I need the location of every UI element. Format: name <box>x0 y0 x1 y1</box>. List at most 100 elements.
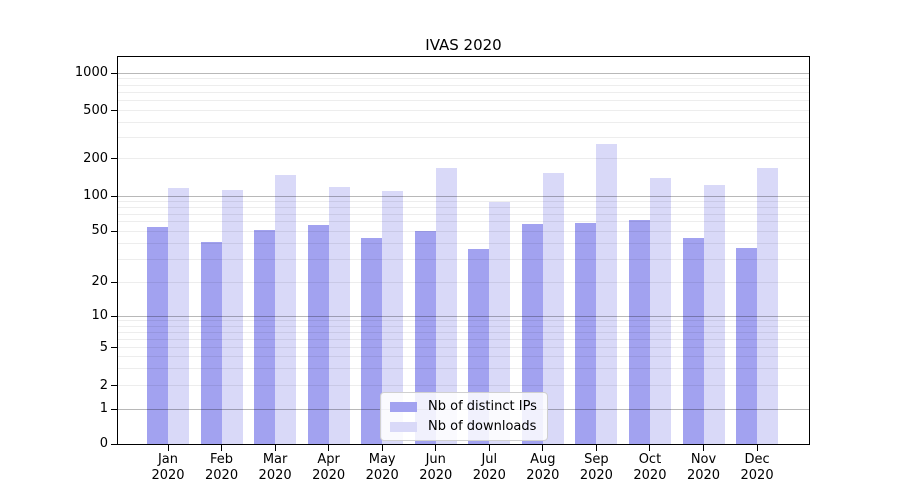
minor-gridline <box>118 206 809 208</box>
legend-label-downloads: Nb of downloads <box>428 419 537 434</box>
minor-gridline <box>118 121 809 123</box>
grid-layer <box>118 57 809 444</box>
bar-distinct-ips <box>682 238 704 444</box>
y-tick-mark <box>111 72 117 74</box>
y-tick-label: 100 <box>83 188 108 203</box>
x-tick-label: May 2020 <box>365 452 399 483</box>
y-tick-mark <box>111 281 117 283</box>
minor-gridline <box>118 347 809 349</box>
y-tick-label: 50 <box>91 223 108 238</box>
minor-gridline <box>118 325 809 327</box>
bar-downloads <box>596 143 618 444</box>
y-tick-mark <box>111 385 117 387</box>
bar-distinct-ips <box>200 242 222 444</box>
y-tick-label: 20 <box>91 274 108 289</box>
minor-gridline <box>118 84 809 86</box>
x-tick-mark <box>221 445 223 451</box>
major-gridline <box>118 195 809 197</box>
minor-gridline <box>118 258 809 260</box>
x-tick-label: Nov 2020 <box>686 452 721 483</box>
bar-distinct-ips <box>628 220 650 444</box>
x-tick-mark <box>274 445 276 451</box>
bar-downloads <box>328 186 350 444</box>
y-tick-label: 10 <box>91 308 108 323</box>
chart-title: IVAS 2020 <box>425 36 502 54</box>
minor-gridline <box>118 230 809 232</box>
minor-gridline <box>118 200 809 202</box>
bar-downloads <box>168 187 189 444</box>
x-tick-label: Apr 2020 <box>312 452 346 483</box>
bar-downloads <box>435 168 457 444</box>
minor-gridline <box>118 368 809 370</box>
bar-downloads <box>649 178 671 444</box>
minor-gridline <box>118 78 809 80</box>
x-tick-label: Feb 2020 <box>205 452 239 483</box>
minor-gridline <box>118 281 809 283</box>
legend-label-distinct-ips: Nb of distinct IPs <box>428 399 537 414</box>
minor-gridline <box>118 158 809 160</box>
bar-downloads <box>542 172 564 444</box>
minor-gridline <box>118 92 809 94</box>
y-tick-label: 500 <box>83 102 108 118</box>
minor-gridline <box>118 356 809 358</box>
minor-gridline <box>118 338 809 340</box>
x-tick-mark <box>328 445 330 451</box>
bar-downloads <box>703 184 725 444</box>
bar-downloads <box>382 190 404 444</box>
minor-gridline <box>118 331 809 333</box>
y-tick-mark <box>111 443 117 445</box>
y-tick-label: 2 <box>99 377 108 393</box>
bar-distinct-ips <box>254 230 276 444</box>
minor-gridline <box>118 221 809 223</box>
minor-gridline <box>118 110 809 112</box>
y-tick-mark <box>111 110 117 112</box>
y-tick-mark <box>111 315 117 317</box>
x-tick-mark <box>167 445 169 451</box>
y-tick-mark <box>111 195 117 197</box>
legend-row: Nb of downloads <box>390 418 537 435</box>
minor-gridline <box>118 213 809 215</box>
y-tick-label: 1000 <box>74 65 108 81</box>
bar-distinct-ips <box>575 222 597 444</box>
x-tick-label: Jun 2020 <box>419 452 453 483</box>
x-tick-mark <box>488 445 490 451</box>
x-tick-mark <box>703 445 704 451</box>
minor-gridline <box>118 242 809 244</box>
y-tick-label: 5 <box>99 339 108 355</box>
x-tick-mark <box>649 445 651 451</box>
bar-distinct-ips <box>361 238 383 444</box>
legend: Nb of distinct IPs Nb of downloads <box>380 392 548 441</box>
minor-gridline <box>118 136 809 138</box>
minor-gridline <box>118 320 809 322</box>
x-tick-mark <box>595 445 597 451</box>
bar-distinct-ips <box>307 225 329 444</box>
x-tick-mark <box>381 445 383 451</box>
y-tick-mark <box>111 230 117 232</box>
x-tick-label: Mar 2020 <box>258 452 292 483</box>
y-tick-mark <box>111 158 117 160</box>
major-gridline <box>118 72 809 74</box>
legend-swatch-distinct-ips <box>390 401 417 412</box>
y-tick-mark <box>111 408 117 410</box>
y-tick-mark <box>111 347 117 349</box>
y-tick-label: 200 <box>83 150 108 166</box>
bar-distinct-ips <box>521 224 543 444</box>
bar-downloads <box>275 174 297 444</box>
x-tick-label: Oct 2020 <box>633 452 667 483</box>
x-tick-label: Jul 2020 <box>472 452 506 483</box>
minor-gridline <box>118 385 809 387</box>
x-tick-label: Dec 2020 <box>740 452 774 483</box>
legend-row: Nb of distinct IPs <box>390 398 537 415</box>
x-tick-mark <box>542 445 544 451</box>
bar-downloads <box>489 201 511 444</box>
x-tick-mark <box>435 445 437 451</box>
minor-gridline <box>118 100 809 102</box>
bar-distinct-ips <box>147 227 168 444</box>
bar-distinct-ips <box>414 231 436 444</box>
legend-swatch-downloads <box>390 421 417 432</box>
y-tick-label: 1 <box>99 401 108 416</box>
bars-layer <box>118 57 809 444</box>
x-tick-label: Aug 2020 <box>526 452 560 483</box>
bar-downloads <box>221 190 243 444</box>
